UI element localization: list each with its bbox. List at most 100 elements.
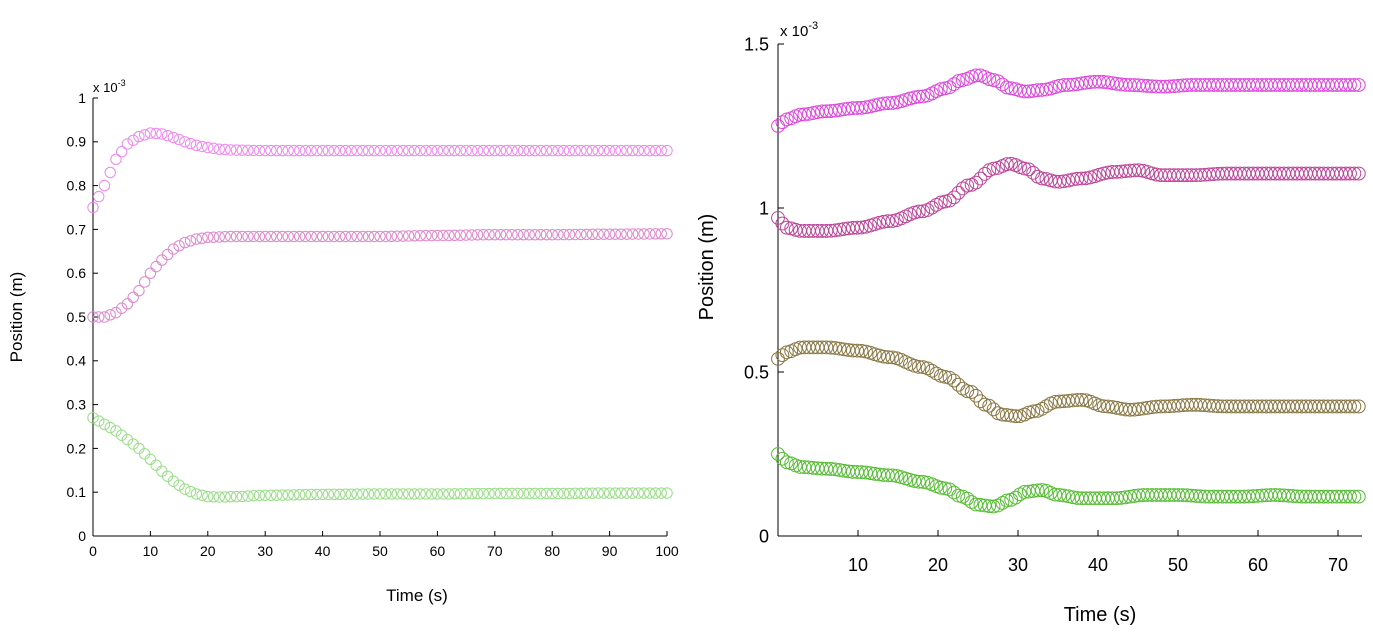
left-series-2-point xyxy=(230,230,243,243)
right-series-2-point xyxy=(837,222,851,236)
right-series-3-point xyxy=(925,363,939,378)
left-series-3-point xyxy=(437,488,449,500)
right-series-1-point xyxy=(1061,78,1076,92)
right-y-tick-label: 0.5 xyxy=(744,362,769,382)
right-series-3-point xyxy=(938,369,953,384)
right-series-1-point xyxy=(933,82,948,97)
right-series-1-point xyxy=(982,72,997,86)
left-series-2-point xyxy=(655,228,667,240)
left-series-2-point xyxy=(391,230,403,242)
left-series-2-point xyxy=(270,230,283,243)
left-series-1-point xyxy=(546,144,558,157)
left-series-3-point xyxy=(425,488,438,500)
left-exponent-power: -3 xyxy=(118,78,126,88)
left-series-3-point xyxy=(230,490,243,503)
left-series-2-point xyxy=(127,291,139,303)
left-series-2-point xyxy=(173,240,185,252)
right-series-1-point xyxy=(1008,82,1023,97)
right-series-3-point xyxy=(1057,394,1071,409)
right-series-4-point xyxy=(1048,487,1063,502)
left-series-2-point xyxy=(87,311,99,323)
left-series-3-point xyxy=(592,487,604,499)
right-series-4-point xyxy=(1347,489,1362,504)
left-series-3-point xyxy=(236,490,248,503)
left-x-tick-label: 60 xyxy=(430,543,446,559)
left-series-3-point xyxy=(603,487,616,499)
right-series-1-point xyxy=(872,97,887,112)
right-series-2-point xyxy=(1013,160,1027,175)
right-series-4-point xyxy=(885,468,900,483)
left-series-3-point xyxy=(408,488,421,500)
left-series-1-point xyxy=(397,144,409,157)
left-series-1-point xyxy=(540,144,553,157)
right-x-tick-label: 30 xyxy=(1008,555,1028,575)
right-series-4-point xyxy=(881,468,895,483)
left-series-2-point xyxy=(98,311,111,323)
left-series-3-point xyxy=(466,487,478,500)
left-series-2-point xyxy=(299,230,312,243)
left-series-3-point xyxy=(219,491,231,503)
left-y-tick-label: 0 xyxy=(78,528,86,544)
right-series-4-point xyxy=(960,491,975,506)
right-series-1-point xyxy=(999,80,1014,95)
right-series-4-point xyxy=(1030,483,1045,498)
right-x-tick-label: 60 xyxy=(1248,555,1268,575)
right-series-2-point xyxy=(911,204,926,219)
right-series-2-point xyxy=(1343,166,1357,181)
right-series-1-point xyxy=(859,100,873,115)
left-series-1-point xyxy=(466,144,478,157)
left-series-2-point xyxy=(580,228,593,241)
left-series-2-point xyxy=(494,228,507,241)
right-axes-frame xyxy=(777,44,1362,537)
right-series-4-point xyxy=(832,463,847,477)
left-y-axis-label: Position (m) xyxy=(7,272,26,363)
left-series-3-point xyxy=(98,418,111,431)
right-y-tick-label: 1 xyxy=(759,198,769,218)
right-series-1-point xyxy=(995,77,1010,92)
left-series-2-point xyxy=(196,232,208,244)
left-series-2-point xyxy=(213,231,225,243)
right-series-3-point xyxy=(1096,399,1111,414)
left-x-tick-label: 80 xyxy=(544,543,560,559)
right-series-2-point xyxy=(947,190,961,205)
right-series-3-point xyxy=(823,340,838,355)
left-series-1-point xyxy=(523,144,535,157)
right-series-3-point xyxy=(907,358,922,373)
right-series-2 xyxy=(771,156,1366,238)
right-series-3-point xyxy=(1026,404,1041,419)
left-series-layer xyxy=(87,127,673,503)
left-series-2-point xyxy=(603,228,616,240)
left-series-2-point xyxy=(466,229,478,241)
right-x-axis-label: Time (s) xyxy=(1064,604,1137,626)
right-series-3-point xyxy=(1101,399,1115,414)
right-series-3-point xyxy=(1351,399,1366,414)
left-series-1-point xyxy=(483,144,495,157)
left-series-1-point xyxy=(586,144,599,157)
left-series-3-point xyxy=(540,487,553,500)
left-series-1-point xyxy=(357,144,369,157)
left-series-1-point xyxy=(563,144,576,157)
right-exponent-label: x 10-3 xyxy=(780,20,818,40)
left-series-2 xyxy=(87,228,673,323)
left-series-3-point xyxy=(87,412,99,424)
right-series-1-point xyxy=(881,96,895,110)
right-series-2-point xyxy=(1347,166,1362,181)
left-y-tick-label: 0.8 xyxy=(67,178,87,194)
left-series-1-point xyxy=(265,144,277,157)
left-series-3-point xyxy=(184,485,197,498)
left-series-1-point xyxy=(202,141,214,154)
left-series-3-point xyxy=(420,488,432,500)
left-series-3-point xyxy=(225,490,237,503)
right-series-4-point xyxy=(1061,489,1076,504)
left-series-3-point xyxy=(351,488,363,500)
left-series-1-point xyxy=(121,138,134,150)
left-series-2-point xyxy=(374,230,386,243)
left-series-2-point xyxy=(644,228,656,240)
left-series-3-point xyxy=(483,487,495,500)
left-series-1-point xyxy=(437,144,449,157)
left-y-tick-label: 0.4 xyxy=(67,353,87,369)
left-series-2-point xyxy=(368,230,380,243)
right-series-3-point xyxy=(973,394,988,409)
right-series-3-point xyxy=(771,351,785,366)
left-series-1-point xyxy=(299,144,312,157)
